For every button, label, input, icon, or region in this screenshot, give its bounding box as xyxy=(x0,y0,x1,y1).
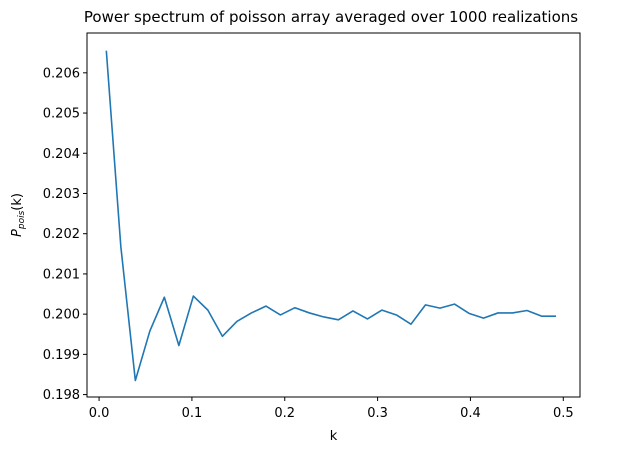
series-line xyxy=(106,51,556,381)
y-axis-label-subscript: pois xyxy=(17,210,27,230)
series-layer xyxy=(106,51,556,381)
x-tick-label: 0.3 xyxy=(367,406,388,421)
y-axis-ticks: 0.198 0.199 0.200 0.201 0.202 0.203 0.204 0.205… xyxy=(43,66,87,403)
x-tick-label: 0.2 xyxy=(274,406,295,421)
x-axis-label: k xyxy=(330,429,338,444)
y-tick-label: 0.201 xyxy=(43,267,80,282)
x-tick-label: 0.1 xyxy=(182,406,203,421)
x-tick-label: 0.4 xyxy=(460,406,481,421)
y-tick-label: 0.199 xyxy=(43,348,80,363)
y-tick-label: 0.200 xyxy=(43,308,80,323)
y-tick-label: 0.206 xyxy=(43,66,80,81)
x-tick-label: 0.5 xyxy=(553,406,574,421)
plot-area-frame xyxy=(87,33,580,397)
y-tick-label: 0.202 xyxy=(43,227,80,242)
x-tick-label: 0.0 xyxy=(89,406,110,421)
chart-title: Power spectrum of poisson array averaged… xyxy=(84,8,578,26)
y-tick-label: 0.204 xyxy=(43,147,80,162)
x-axis-ticks: 0.0 0.1 0.2 0.3 0.4 0.5 xyxy=(89,397,574,421)
y-axis-label-suffix: (k) xyxy=(10,193,25,211)
y-tick-label: 0.198 xyxy=(43,388,80,403)
y-tick-label: 0.203 xyxy=(43,187,80,202)
y-tick-label: 0.205 xyxy=(43,107,80,122)
y-axis-label: Ppois(k) xyxy=(10,193,27,237)
y-axis-label-main: P xyxy=(10,229,25,237)
